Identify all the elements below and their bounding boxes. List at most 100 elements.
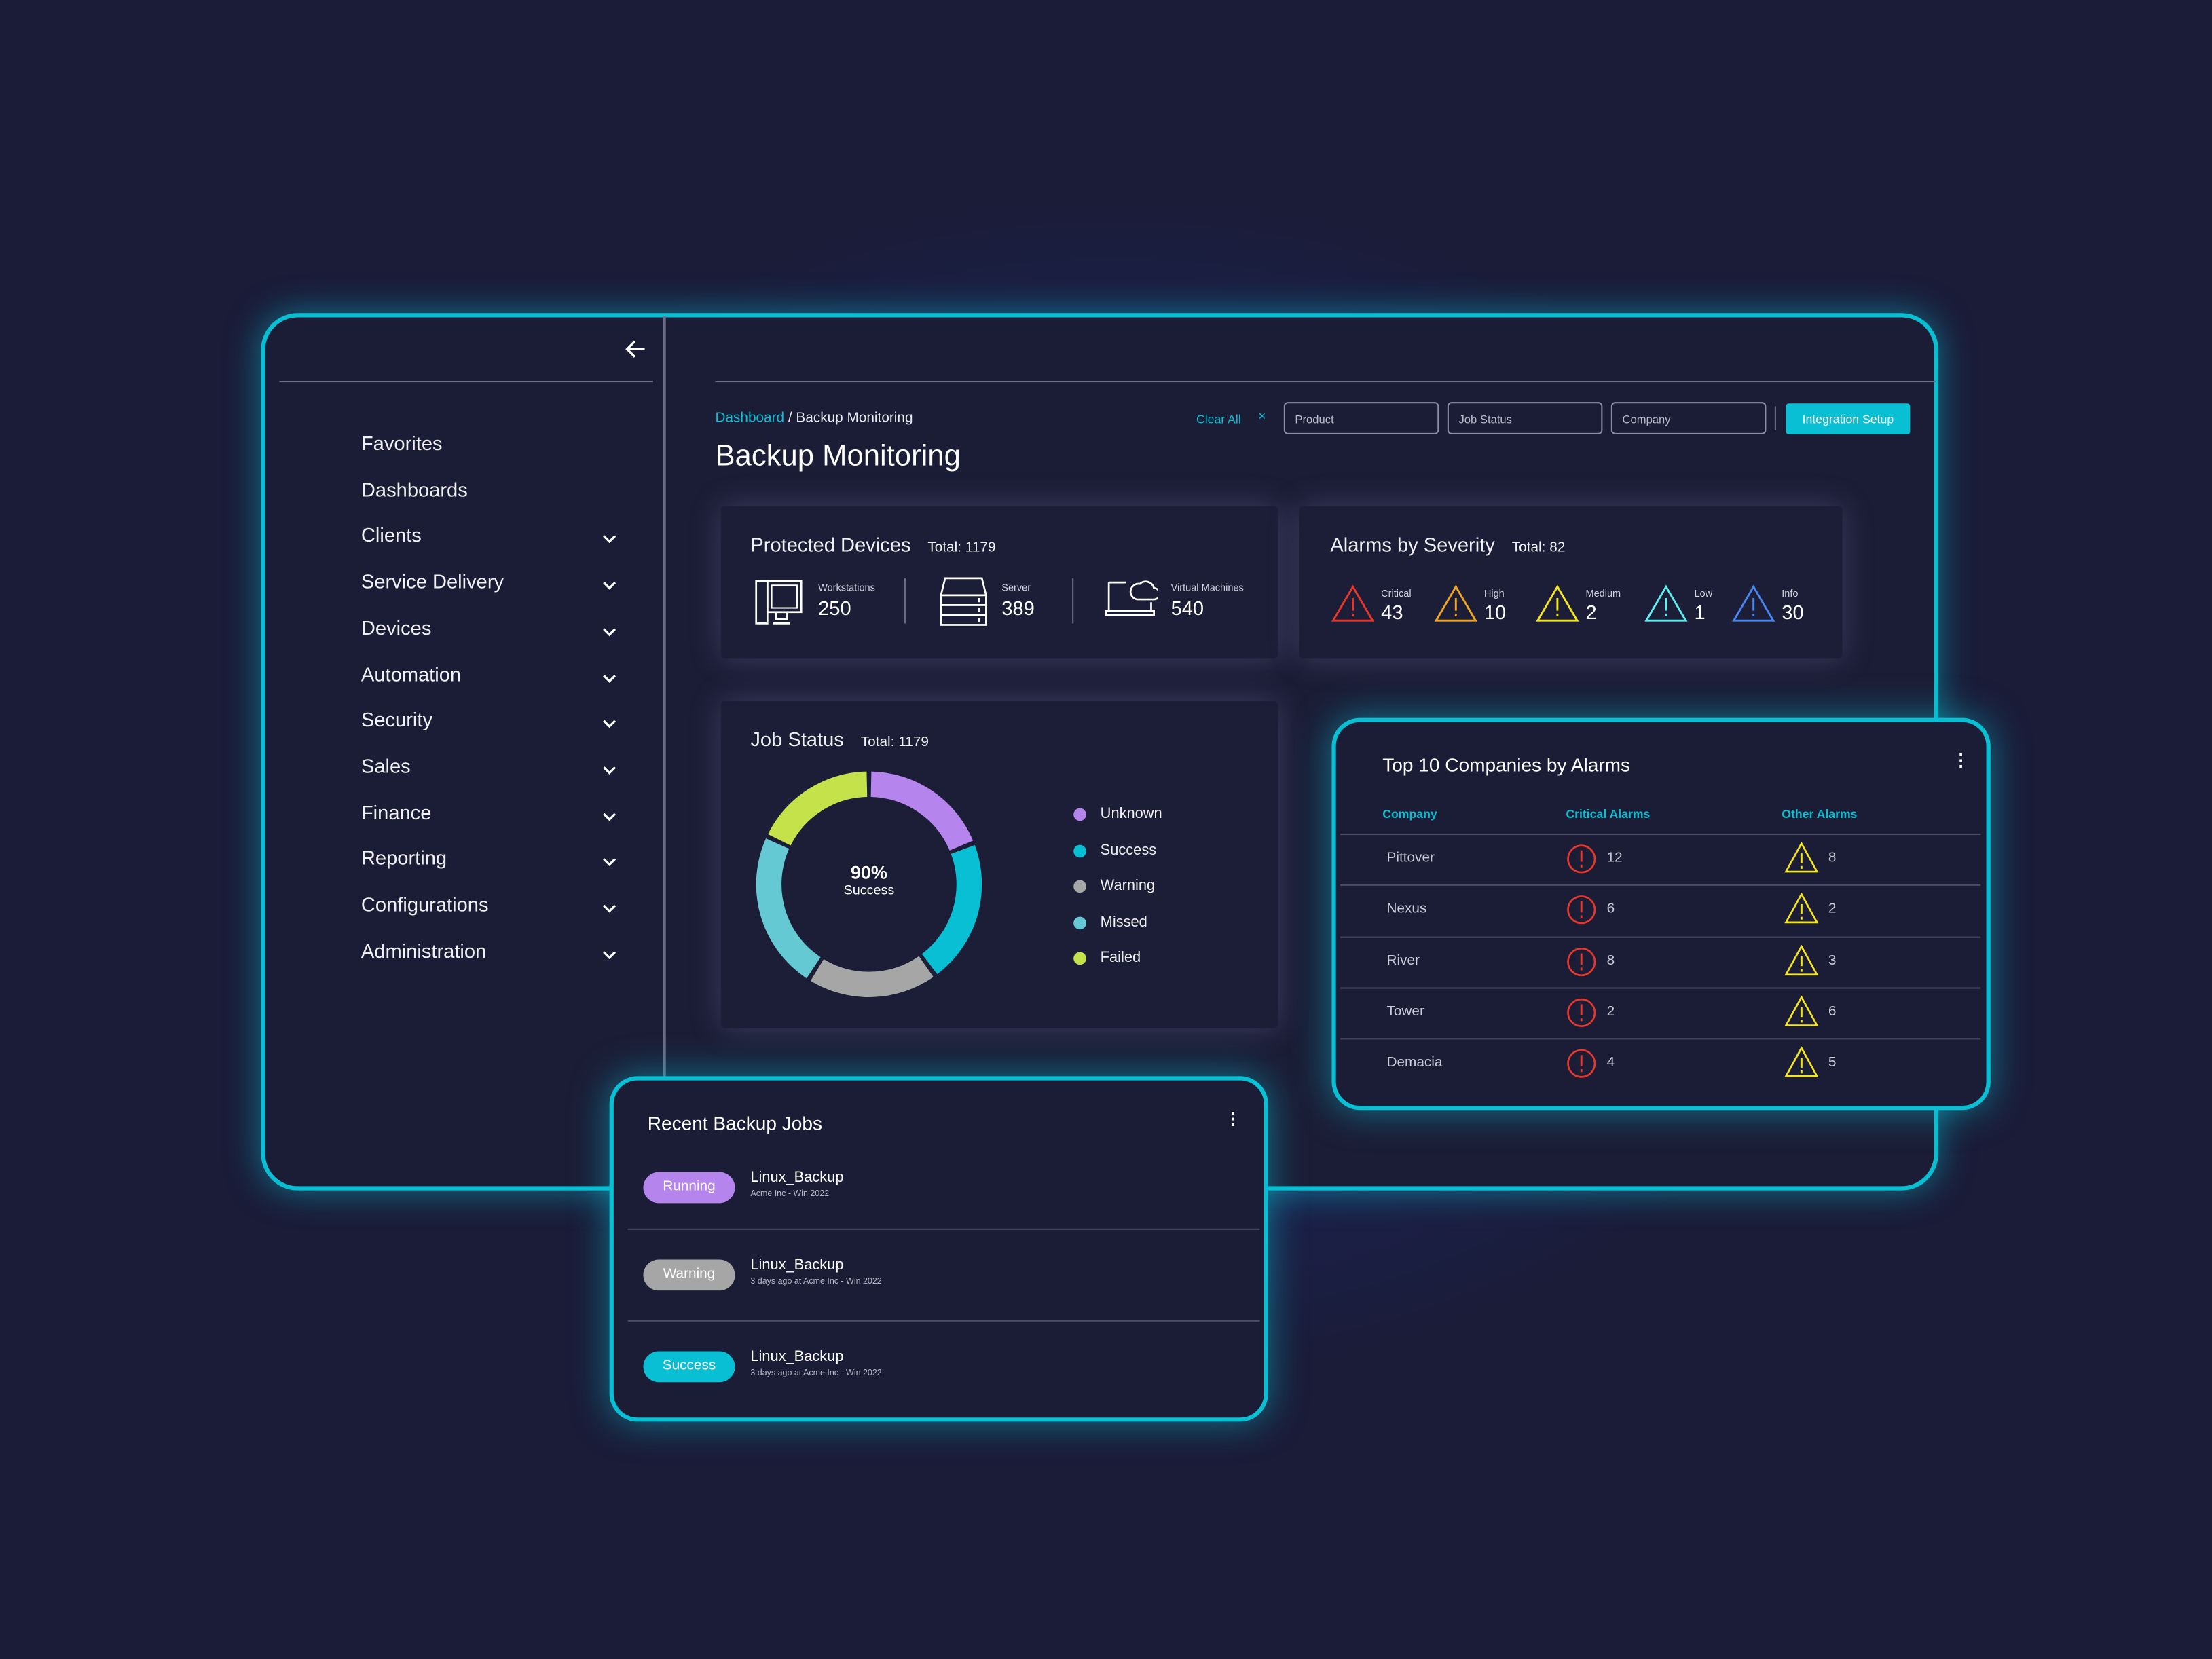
more-menu-icon[interactable]: ⋮	[1952, 750, 1970, 770]
alarm-value: 30	[1782, 601, 1804, 624]
breadcrumb-current: Backup Monitoring	[796, 410, 913, 426]
job-name: Linux_Backup	[750, 1348, 844, 1366]
alarm-label: Critical	[1381, 589, 1412, 600]
page-title: Backup Monitoring	[715, 440, 961, 473]
chevron-down-icon[interactable]	[601, 622, 618, 639]
critical-alert-icon	[1566, 997, 1597, 1035]
legend-dot	[1073, 844, 1086, 857]
sidebar-item-service-delivery[interactable]: Service Delivery	[361, 570, 504, 593]
critical-alarms-count: 2	[1606, 1004, 1615, 1020]
warning-triangle-icon	[1784, 1046, 1819, 1085]
more-menu-icon[interactable]: ⋮	[1224, 1108, 1242, 1129]
top-companies-title: Top 10 Companies by Alarms	[1382, 754, 1631, 776]
row-divider	[627, 1320, 1260, 1322]
alarm-label: Low	[1694, 589, 1713, 600]
row-divider	[1340, 935, 1981, 937]
sidebar-item-favorites[interactable]: Favorites	[361, 431, 443, 455]
alarms-total: Total: 82	[1511, 540, 1566, 556]
legend-label-missed: Missed	[1100, 913, 1147, 931]
server-icon	[940, 577, 988, 626]
clear-all-link[interactable]: Clear All	[1196, 411, 1241, 426]
job-name: Linux_Backup	[750, 1256, 844, 1274]
protected-devices-title: Protected Devices Total: 1179	[750, 533, 996, 556]
critical-alarms-count: 6	[1606, 901, 1615, 918]
column-header-company: Company	[1382, 806, 1437, 821]
sidebar-item-configurations[interactable]: Configurations	[361, 893, 489, 916]
sidebar-item-security[interactable]: Security	[361, 708, 433, 731]
row-divider	[1340, 1038, 1981, 1040]
warning-triangle-icon	[1644, 584, 1689, 631]
critical-alert-icon	[1566, 844, 1597, 882]
critical-alarms-count: 4	[1606, 1055, 1615, 1071]
chevron-down-icon[interactable]	[601, 806, 618, 823]
sidebar-item-sales[interactable]: Sales	[361, 754, 411, 777]
virtual-machines-label: Virtual Machines	[1170, 584, 1244, 594]
virtual-machines-value: 540	[1170, 596, 1204, 620]
integration-setup-button[interactable]: Integration Setup	[1786, 403, 1911, 434]
row-divider	[1340, 987, 1981, 989]
alarms-by-severity-card	[1299, 506, 1843, 659]
workstations-value: 250	[818, 596, 851, 620]
other-alarms-count: 2	[1828, 901, 1837, 918]
top-companies-card	[1331, 717, 1991, 1111]
chevron-down-icon[interactable]	[601, 576, 618, 593]
warning-triangle-icon	[1784, 944, 1819, 982]
job-details: Acme Inc - Win 2022	[750, 1190, 830, 1199]
sidebar-item-administration[interactable]: Administration	[361, 939, 487, 962]
product-filter[interactable]: Product	[1283, 402, 1439, 434]
warning-triangle-icon	[1330, 584, 1375, 631]
protected-devices-total: Total: 1179	[927, 540, 996, 556]
company-name: River	[1386, 952, 1420, 969]
legend-label-unknown: Unknown	[1100, 805, 1162, 823]
warning-triangle-icon	[1731, 584, 1775, 631]
legend-dot	[1073, 916, 1086, 929]
job-status-title: Job Status Total: 1179	[750, 728, 929, 751]
server-label: Server	[1001, 584, 1031, 594]
chevron-down-icon[interactable]	[601, 853, 618, 870]
donut-segment-missed	[756, 838, 821, 979]
chevron-down-icon[interactable]	[601, 944, 618, 961]
row-divider	[1340, 884, 1981, 887]
column-header-other: Other Alarms	[1782, 806, 1858, 821]
warning-triangle-icon	[1433, 584, 1478, 631]
sidebar-item-automation[interactable]: Automation	[361, 662, 462, 685]
sidebar-item-dashboards[interactable]: Dashboards	[361, 477, 468, 500]
job-status-card	[720, 701, 1278, 1028]
chevron-down-icon[interactable]	[601, 714, 618, 731]
chevron-down-icon[interactable]	[601, 760, 618, 777]
other-alarms-count: 3	[1828, 952, 1837, 969]
job-status-filter[interactable]: Job Status	[1447, 402, 1603, 434]
legend-label-success: Success	[1100, 841, 1157, 859]
alarm-label: High	[1483, 589, 1505, 600]
breadcrumb-dashboard-link[interactable]: Dashboard	[715, 410, 785, 426]
donut-segment-warning	[810, 956, 934, 997]
sidebar-item-devices[interactable]: Devices	[361, 616, 432, 639]
sidebar-item-reporting[interactable]: Reporting	[361, 846, 447, 870]
breadcrumb: Dashboard / Backup Monitoring	[715, 411, 913, 426]
status-badge: Running	[643, 1172, 735, 1204]
sidebar-item-finance[interactable]: Finance	[361, 800, 432, 823]
chevron-down-icon[interactable]	[601, 668, 618, 685]
sidebar-divider	[279, 381, 654, 383]
alarms-title: Alarms by Severity Total: 82	[1330, 533, 1566, 556]
chevron-down-icon[interactable]	[601, 899, 618, 916]
alarm-label: Medium	[1585, 589, 1621, 600]
workstations-label: Workstations	[818, 584, 875, 594]
chevron-down-icon[interactable]	[601, 529, 618, 546]
warning-triangle-icon	[1784, 994, 1819, 1034]
alarm-value: 2	[1585, 601, 1597, 624]
alarm-value: 10	[1483, 601, 1507, 624]
back-arrow-icon[interactable]	[625, 339, 646, 360]
company-name: Demacia	[1386, 1055, 1443, 1071]
company-name: Nexus	[1386, 901, 1427, 918]
clear-icon[interactable]: ×	[1258, 409, 1266, 424]
row-divider	[627, 1228, 1260, 1230]
other-alarms-count: 5	[1828, 1055, 1837, 1071]
alarm-value: 1	[1694, 601, 1706, 624]
critical-alert-icon	[1566, 895, 1597, 933]
sidebar-item-clients[interactable]: Clients	[361, 523, 422, 546]
company-filter[interactable]: Company	[1610, 402, 1767, 434]
critical-alert-icon	[1566, 1048, 1597, 1086]
legend-label-failed: Failed	[1100, 949, 1141, 967]
